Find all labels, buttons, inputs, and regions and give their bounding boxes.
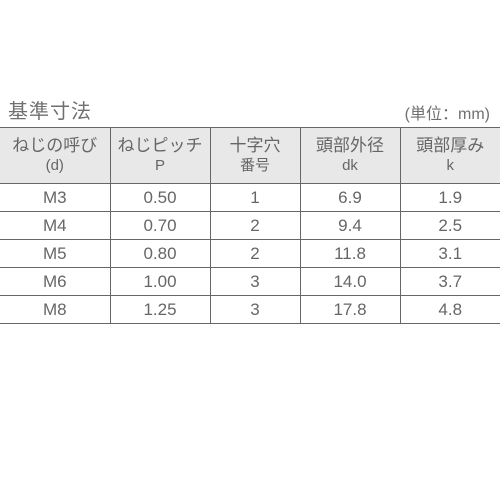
- table-row: M5 0.80 2 11.8 3.1: [0, 240, 500, 268]
- col-header-name: ねじの呼び (d): [0, 128, 110, 184]
- col-header-k: 頭部厚み k: [400, 128, 500, 184]
- cell: 3.1: [400, 240, 500, 268]
- table-header-row: 基準寸法 (単位：mm): [0, 95, 500, 127]
- table-row: M3 0.50 1 6.9 1.9: [0, 184, 500, 212]
- dimension-table-section: 基準寸法 (単位：mm) ねじの呼び (d) ねじピッチ P 十字穴 番号 頭部…: [0, 95, 500, 324]
- dimension-table: ねじの呼び (d) ねじピッチ P 十字穴 番号 頭部外径 dk 頭部厚み: [0, 127, 500, 324]
- cell: M4: [0, 212, 110, 240]
- col-header-line1: 頭部外径: [316, 136, 384, 155]
- col-header-line2: k: [403, 157, 499, 175]
- cell: 3: [210, 296, 300, 324]
- cell: 0.80: [110, 240, 210, 268]
- cell: 2.5: [400, 212, 500, 240]
- cell: 11.8: [300, 240, 400, 268]
- table-title: 基準寸法: [8, 95, 92, 124]
- col-header-line1: ねじピッチ: [118, 136, 203, 155]
- cell: 4.8: [400, 296, 500, 324]
- cell: 2: [210, 212, 300, 240]
- cell: 3.7: [400, 268, 500, 296]
- col-header-dk: 頭部外径 dk: [300, 128, 400, 184]
- table-head-row: ねじの呼び (d) ねじピッチ P 十字穴 番号 頭部外径 dk 頭部厚み: [0, 128, 500, 184]
- cell: 3: [210, 268, 300, 296]
- cell: 6.9: [300, 184, 400, 212]
- table-row: M4 0.70 2 9.4 2.5: [0, 212, 500, 240]
- table-unit: (単位：mm): [405, 100, 490, 124]
- col-header-line2: P: [113, 157, 208, 175]
- col-header-line1: ねじの呼び: [12, 136, 97, 155]
- col-header-line2: (d): [2, 157, 108, 175]
- cell: 17.8: [300, 296, 400, 324]
- col-header-line1: 十字穴: [230, 136, 281, 155]
- cell: 14.0: [300, 268, 400, 296]
- cell: 9.4: [300, 212, 400, 240]
- table-row: M8 1.25 3 17.8 4.8: [0, 296, 500, 324]
- col-header-line2: dk: [303, 157, 398, 175]
- col-header-line2: 番号: [213, 157, 298, 175]
- cell: 1.00: [110, 268, 210, 296]
- col-header-line1: 頭部厚み: [416, 136, 484, 155]
- cell: 1.25: [110, 296, 210, 324]
- cell: M5: [0, 240, 110, 268]
- col-header-pitch: ねじピッチ P: [110, 128, 210, 184]
- table-row: M6 1.00 3 14.0 3.7: [0, 268, 500, 296]
- cell: 0.70: [110, 212, 210, 240]
- cell: 1.9: [400, 184, 500, 212]
- cell: M6: [0, 268, 110, 296]
- cell: 2: [210, 240, 300, 268]
- cell: M8: [0, 296, 110, 324]
- table-body: M3 0.50 1 6.9 1.9 M4 0.70 2 9.4 2.5 M5 0…: [0, 184, 500, 324]
- cell: M3: [0, 184, 110, 212]
- cell: 0.50: [110, 184, 210, 212]
- col-header-cross: 十字穴 番号: [210, 128, 300, 184]
- cell: 1: [210, 184, 300, 212]
